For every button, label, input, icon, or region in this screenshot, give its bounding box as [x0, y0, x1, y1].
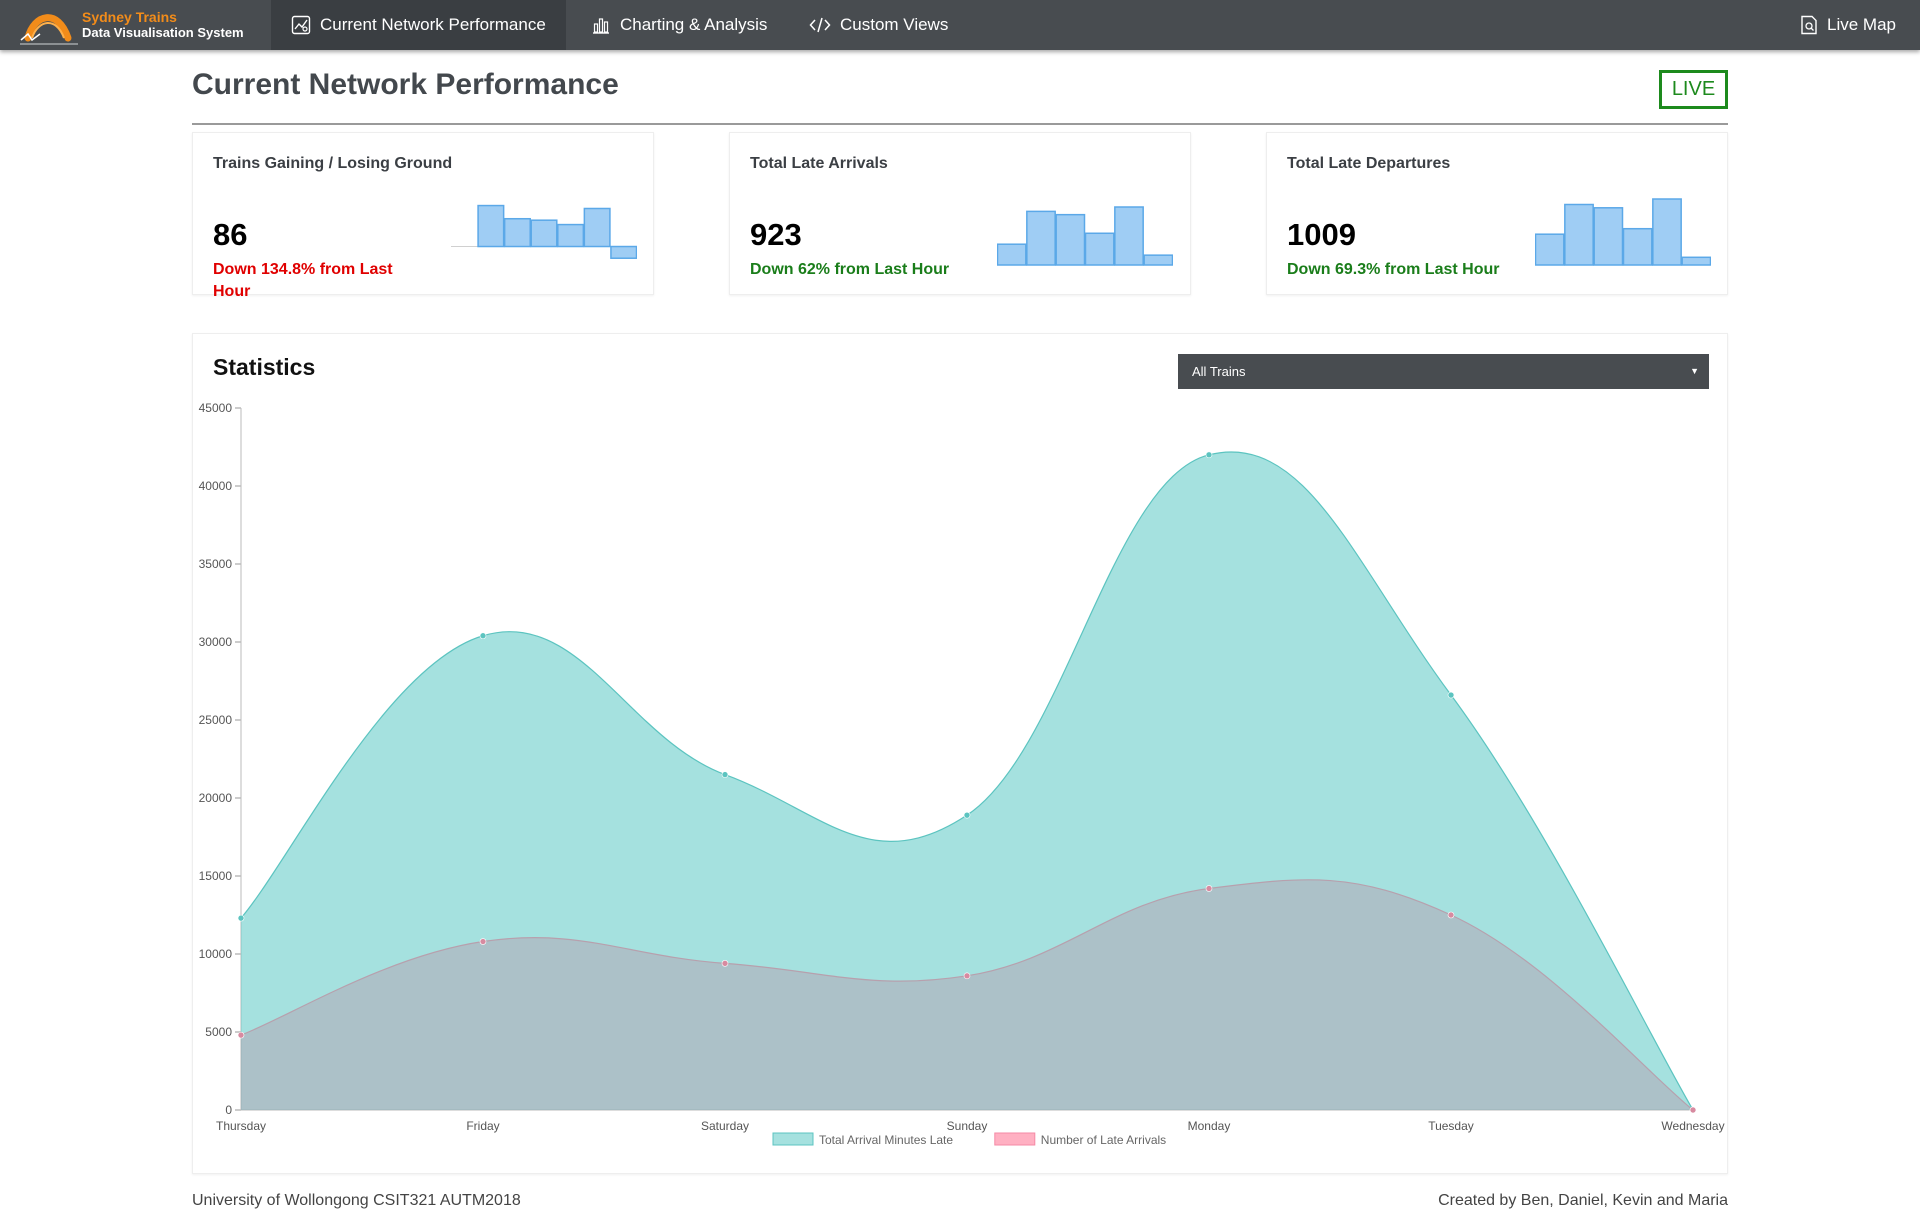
card-total-late-departures: Total Late Departures 1009 Down 69.3% fr…	[1266, 132, 1728, 295]
legend-label[interactable]: Number of Late Arrivals	[1041, 1133, 1166, 1147]
sparkline-bar	[1622, 227, 1653, 266]
x-tick-label: Monday	[1188, 1119, 1231, 1133]
card-change: Down 62% from Last Hour	[750, 261, 950, 278]
sparkline-bar	[1114, 206, 1144, 266]
data-point[interactable]	[721, 960, 729, 967]
sparkline-bar	[1084, 232, 1115, 266]
map-document-icon	[1801, 15, 1817, 35]
statistics-title: Statistics	[213, 354, 316, 380]
code-icon	[809, 17, 831, 33]
data-point[interactable]	[1447, 691, 1455, 699]
brand[interactable]: Sydney Trains Data Visualisation System	[18, 4, 270, 46]
y-tick-label: 15000	[199, 869, 233, 883]
sparkline-bar	[1143, 254, 1173, 266]
card-total-late-arrivals: Total Late Arrivals 923 Down 62% from La…	[729, 132, 1191, 295]
series-area	[241, 879, 1693, 1110]
sydney-trains-logo-icon	[20, 14, 78, 45]
y-tick-label: 45000	[199, 401, 233, 415]
y-tick-label: 35000	[199, 557, 233, 571]
x-tick-label: Sunday	[947, 1119, 988, 1133]
sparkline-bar	[1681, 256, 1711, 266]
nav-charting-analysis[interactable]: Charting & Analysis	[571, 0, 787, 50]
sparkline-chart	[451, 204, 637, 259]
train-filter-dropdown[interactable]: All Trains ▼	[1178, 354, 1709, 389]
brand-title: Sydney Trains	[82, 9, 177, 25]
sparkline-chart	[1535, 198, 1711, 266]
footer-credit-university: University of Wollongong CSIT321 AUTM201…	[192, 1192, 521, 1209]
dropdown-caret-icon: ▼	[1690, 366, 1699, 376]
data-point[interactable]	[237, 914, 245, 922]
y-tick-label: 30000	[199, 635, 233, 649]
sparkline-bar	[1593, 207, 1624, 266]
page-title: Current Network Performance	[192, 68, 619, 101]
y-tick-label: 25000	[199, 713, 233, 727]
data-point[interactable]	[1205, 451, 1213, 459]
y-tick-label: 5000	[205, 1025, 232, 1039]
nav-charting-label: Charting & Analysis	[620, 15, 768, 34]
x-tick-label: Saturday	[701, 1119, 749, 1133]
x-tick-label: Friday	[466, 1119, 499, 1133]
card-value: 923	[750, 217, 802, 252]
live-status-badge: LIVE	[1659, 70, 1728, 109]
legend-swatch[interactable]	[772, 1132, 814, 1146]
nav-live-map-label: Live Map	[1827, 15, 1896, 34]
card-trains-gaining-losing: Trains Gaining / Losing Ground 86 Down 1…	[192, 132, 654, 300]
dashboard-icon	[291, 15, 311, 35]
sparkline-chart	[997, 206, 1173, 266]
card-title: Total Late Departures	[1287, 155, 1451, 172]
sparkline-bar	[1055, 213, 1086, 266]
bar-chart-icon	[593, 18, 609, 34]
nav-custom-views[interactable]: Custom Views	[789, 0, 968, 50]
statistics-panel: Statistics All Trains ▼ 0 5000 10000 15000 2…	[192, 333, 1728, 1174]
y-tick-label: 20000	[199, 791, 233, 805]
legend-label[interactable]: Total Arrival Minutes Late	[819, 1133, 953, 1147]
series-area	[241, 451, 1693, 1111]
x-tick-label: Tuesday	[1428, 1119, 1474, 1133]
x-tick-label: Thursday	[216, 1119, 266, 1133]
sparkline-bar	[1652, 198, 1682, 266]
sparkline-bar	[530, 219, 558, 248]
data-point[interactable]	[237, 1031, 245, 1039]
data-point[interactable]	[1689, 1106, 1697, 1114]
data-point[interactable]	[721, 771, 729, 778]
nav-current-label: Current Network Performance	[320, 15, 546, 34]
card-change: Down 69.3% from Last Hour	[1287, 261, 1500, 278]
title-divider	[192, 123, 1728, 125]
top-navbar: Sydney Trains Data Visualisation System …	[0, 0, 1920, 50]
card-title: Trains Gaining / Losing Ground	[213, 155, 453, 172]
sparkline-bar	[997, 243, 1027, 266]
data-point[interactable]	[1447, 911, 1455, 919]
card-value: 1009	[1287, 217, 1356, 252]
card-change: Down 134.8% from Last Hour	[213, 261, 393, 300]
statistics-area-chart: 0 5000 10000 15000 20000 25000 30000 35000 40000…	[199, 401, 1725, 1147]
sparkline-bar	[477, 204, 505, 248]
card-title: Total Late Arrivals	[750, 155, 888, 172]
sparkline-bar	[557, 223, 585, 248]
data-point[interactable]	[963, 972, 971, 980]
train-filter-value: All Trains	[1192, 364, 1246, 379]
data-point[interactable]	[963, 811, 971, 819]
x-tick-label: Wednesday	[1661, 1119, 1724, 1133]
nav-live-map[interactable]: Live Map	[1780, 0, 1916, 50]
data-point[interactable]	[479, 632, 487, 640]
data-point[interactable]	[479, 938, 487, 945]
y-tick-label: 0	[225, 1103, 232, 1117]
sparkline-bar	[610, 245, 637, 259]
card-value: 86	[213, 217, 248, 252]
sparkline-bar	[503, 217, 531, 248]
legend-swatch[interactable]	[994, 1132, 1036, 1146]
nav-custom-label: Custom Views	[840, 15, 949, 34]
nav-current-network-performance[interactable]: Current Network Performance	[271, 0, 566, 50]
y-tick-label: 40000	[199, 479, 233, 493]
brand-subtitle: Data Visualisation System	[82, 25, 244, 40]
sparkline-bar	[1535, 233, 1565, 266]
sparkline-bar	[1026, 210, 1056, 266]
sparkline-bar	[1564, 203, 1594, 266]
footer-credit-authors: Created by Ben, Daniel, Kevin and Maria	[1438, 1192, 1728, 1209]
data-point[interactable]	[1205, 885, 1213, 892]
sparkline-bar	[583, 207, 611, 248]
y-tick-label: 10000	[199, 947, 233, 961]
